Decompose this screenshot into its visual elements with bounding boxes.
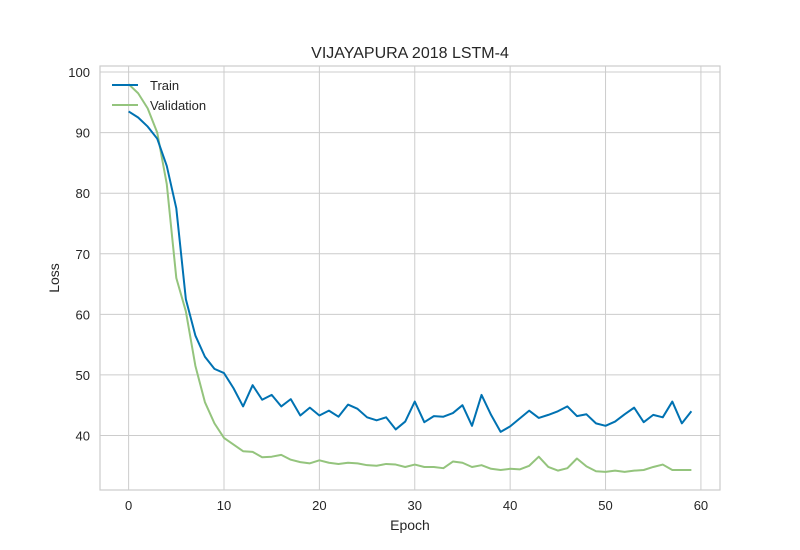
legend: Train Validation <box>112 78 206 113</box>
y-tick-label: 90 <box>76 126 90 141</box>
x-axis-label: Epoch <box>390 517 430 533</box>
chart-title: VIJAYAPURA 2018 LSTM-4 <box>311 45 509 62</box>
legend-label-validation: Validation <box>150 98 206 113</box>
y-tick-label: 60 <box>76 307 90 322</box>
legend-label-train: Train <box>150 78 179 93</box>
x-tick-label: 40 <box>503 498 517 513</box>
x-tick-label: 10 <box>217 498 231 513</box>
plot-frame <box>99 65 721 491</box>
x-tick-label: 60 <box>694 498 708 513</box>
grid-layer <box>100 66 720 490</box>
x-tick-label: 50 <box>598 498 612 513</box>
y-tick-label: 40 <box>76 428 90 443</box>
y-tick-label: 70 <box>76 247 90 262</box>
tick-layer: 0 10 20 30 40 50 60 40 50 60 70 80 90 100 <box>68 65 708 513</box>
x-tick-label: 30 <box>408 498 422 513</box>
y-tick-label: 100 <box>68 65 90 80</box>
series-line-validation <box>127 83 692 473</box>
y-tick-label: 80 <box>76 186 90 201</box>
series-line-train <box>128 110 693 433</box>
y-axis-label: Loss <box>46 263 62 293</box>
x-tick-label: 0 <box>125 498 132 513</box>
x-tick-label: 20 <box>312 498 326 513</box>
y-tick-label: 50 <box>76 368 90 383</box>
series-layer <box>127 83 693 473</box>
